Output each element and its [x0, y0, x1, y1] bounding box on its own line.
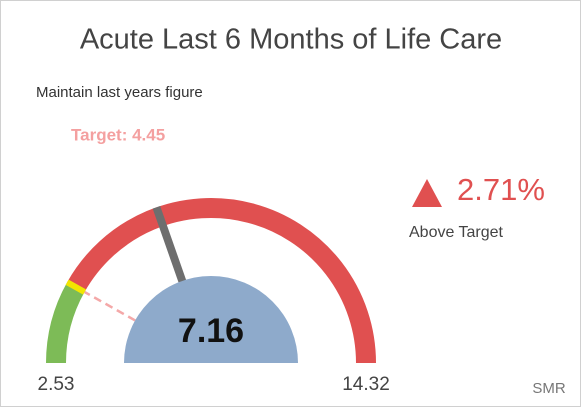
target-marker [65, 279, 87, 295]
change-text: Above Target [409, 224, 504, 241]
above-target-arc [67, 198, 376, 364]
target-label: Target: 4.45 [71, 125, 165, 144]
up-arrow [412, 179, 442, 207]
change-label: 2.71% [457, 172, 545, 207]
value-dial [124, 276, 298, 363]
min-label: 2.53 [38, 374, 75, 395]
unit-label: SMR [532, 380, 566, 397]
target-line [83, 290, 136, 322]
needle [152, 205, 188, 286]
max-label: 14.32 [342, 374, 390, 395]
chart-title: Acute Last 6 Months of Life Care [80, 24, 502, 56]
subtitle: Maintain last years figure [36, 84, 203, 101]
below-target-arc [46, 282, 85, 364]
value-label: 7.16 [178, 312, 244, 350]
